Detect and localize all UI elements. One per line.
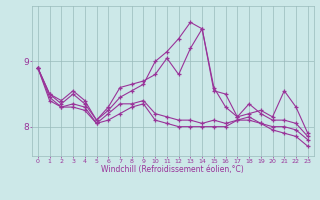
X-axis label: Windchill (Refroidissement éolien,°C): Windchill (Refroidissement éolien,°C) <box>101 165 244 174</box>
